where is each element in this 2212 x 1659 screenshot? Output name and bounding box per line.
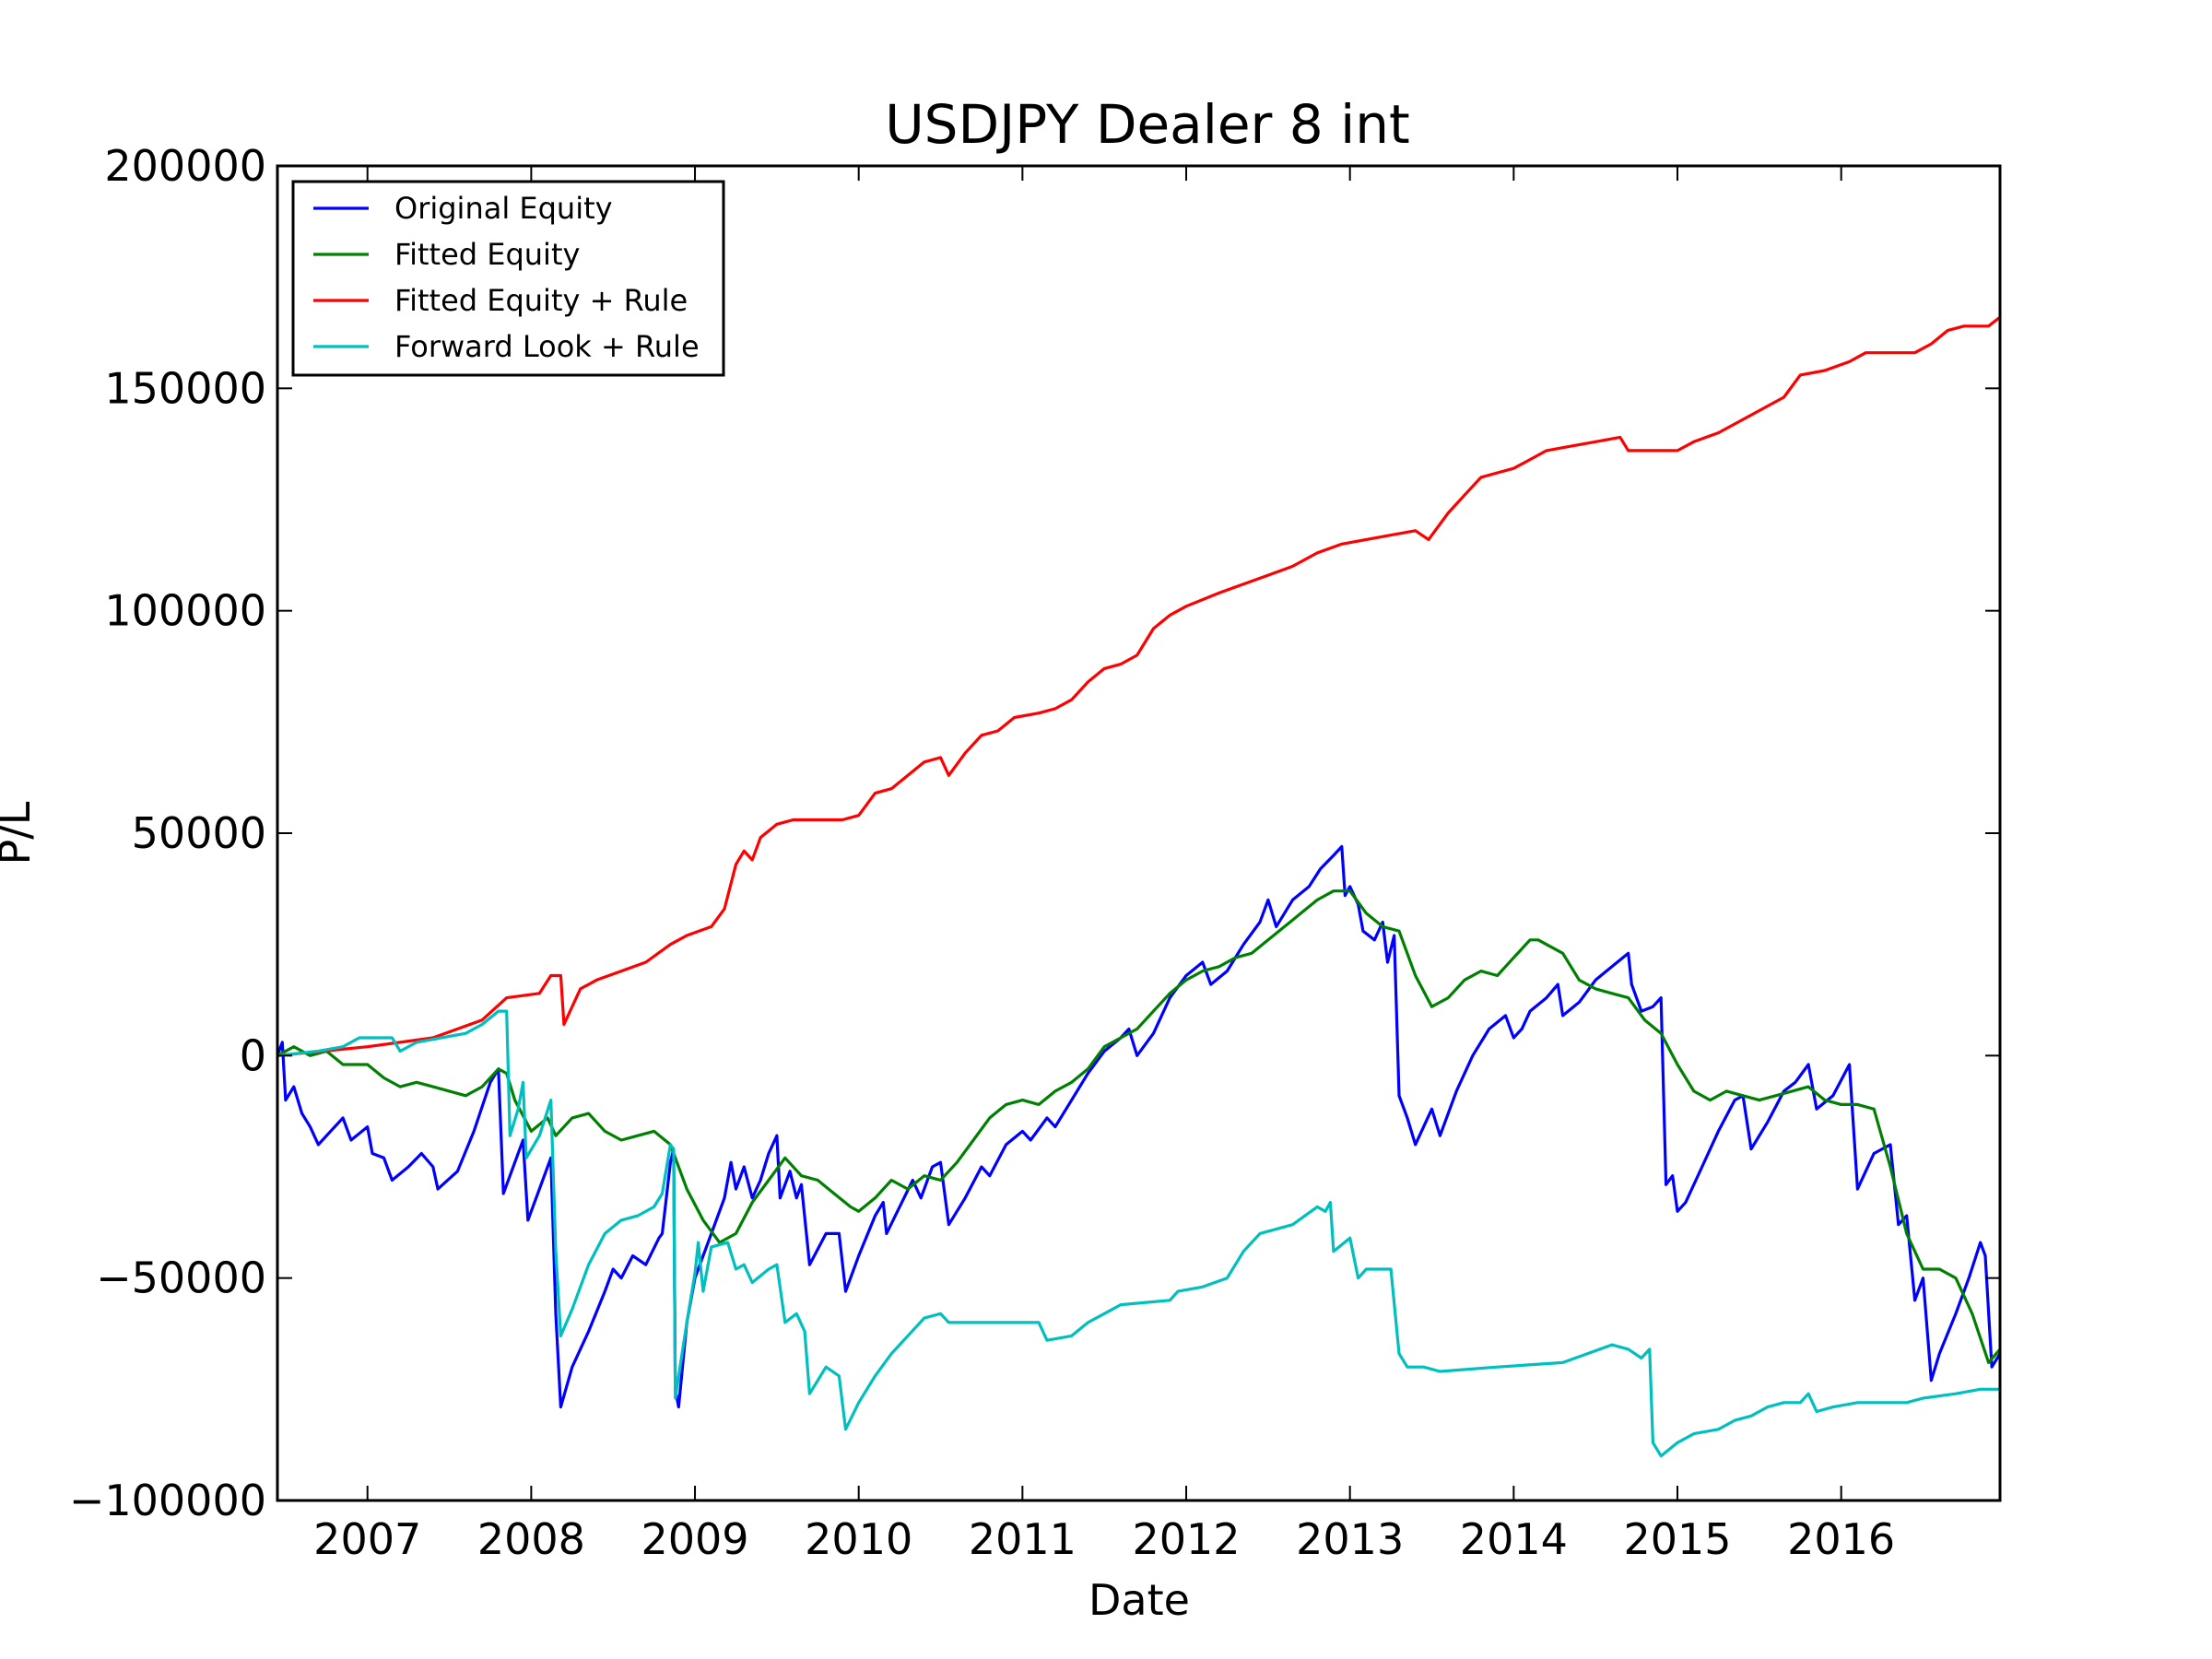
chart-title: USDJPY Dealer 8 int — [885, 93, 1410, 156]
x-axis: 2007 2008 2009 2010 2011 2012 2013 2014 2015 2016 — [313, 166, 1895, 1564]
y-tick-label: 150000 — [104, 363, 266, 413]
legend-entry: Fitted Equity + Rule — [313, 283, 688, 318]
plot-area: 2007 2008 2009 2010 2011 2012 2013 2014 2015 2016… — [69, 141, 2002, 1564]
series-line-1 — [276, 844, 2002, 1409]
legend-entry: Fitted Equity — [313, 237, 580, 272]
series-line-4 — [276, 1009, 2000, 1458]
legend: Original Equity Fitted Equity Fitted Equit… — [291, 180, 725, 377]
x-tick-label: 2008 — [477, 1514, 585, 1564]
y-tick-label: −100000 — [69, 1476, 266, 1525]
series-lines — [276, 315, 2002, 1458]
x-tick-label: 2011 — [969, 1514, 1077, 1564]
x-axis-label: Date — [1088, 1575, 1190, 1625]
y-tick-label: 200000 — [104, 141, 266, 191]
legend-label: Fitted Equity + Rule — [394, 283, 688, 318]
x-tick-label: 2010 — [805, 1514, 912, 1564]
x-tick-label: 2016 — [1787, 1514, 1895, 1564]
legend-box — [291, 180, 725, 377]
series-line-3 — [276, 315, 2001, 1057]
x-tick-label: 2009 — [641, 1514, 748, 1564]
x-tick-label: 2007 — [313, 1514, 421, 1564]
x-tick-label: 2014 — [1460, 1514, 1568, 1564]
legend-entry: Original Equity — [313, 191, 613, 226]
x-tick-label: 2013 — [1296, 1514, 1404, 1564]
legend-entry: Forward Look + Rule — [313, 329, 700, 364]
x-tick-label: 2015 — [1623, 1514, 1731, 1564]
y-axis: −100000 −50000 0 50000 100000 150000 200000 — [69, 141, 2000, 1525]
y-tick-label: 100000 — [104, 586, 266, 636]
y-tick-label: 0 — [240, 1030, 266, 1080]
series-line-2 — [276, 889, 2002, 1364]
legend-label: Original Equity — [394, 191, 613, 226]
y-axis-label: P/L — [0, 801, 40, 865]
legend-label: Fitted Equity — [394, 237, 580, 272]
y-tick-label: −50000 — [96, 1253, 266, 1303]
x-tick-label: 2012 — [1132, 1514, 1240, 1564]
y-tick-label: 50000 — [132, 808, 266, 858]
legend-label: Forward Look + Rule — [394, 329, 700, 364]
